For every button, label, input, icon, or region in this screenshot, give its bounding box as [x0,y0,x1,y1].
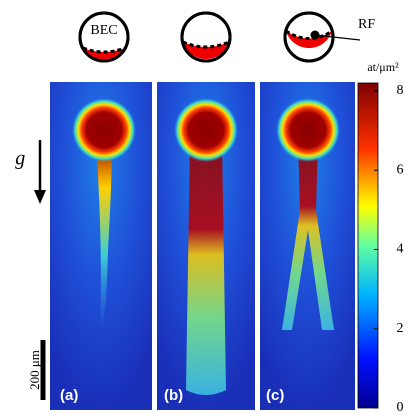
schematic [78,11,361,63]
rf-label: RF [358,17,375,32]
bec-label: BEC [90,23,117,38]
colorbar-tick-label: 2 [397,321,404,336]
colorbar-tick-label: 6 [397,162,404,177]
colorbar-label: at/μm² [367,60,399,74]
colorbar [357,82,379,409]
colorbar-tick-label: 8 [397,83,404,98]
gravity-label: g⃗ [15,148,41,170]
colorbar-tick-label: 0 [397,400,404,414]
images [50,82,355,410]
gravity-arrowhead [34,190,46,204]
colorbar-tick-label: 4 [397,242,404,257]
scale-label: 200 μm [27,350,42,390]
panel-label: (b) [164,387,183,404]
panel-label: (a) [60,387,78,404]
panel-label: (c) [266,387,284,404]
